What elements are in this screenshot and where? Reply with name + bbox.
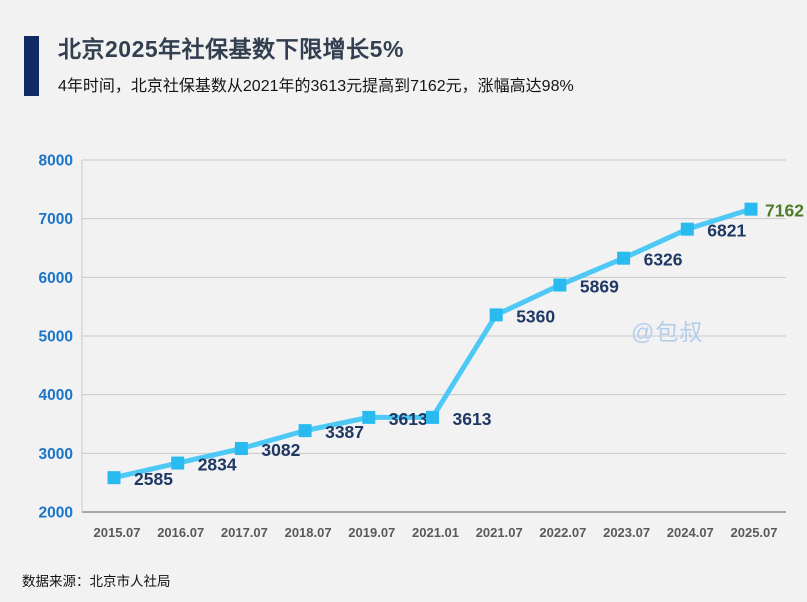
y-tick-label: 5000 [39,329,73,346]
y-tick-label: 6000 [39,270,73,287]
data-point-marker [617,251,631,265]
data-point-marker [298,424,312,438]
data-point-label: 3613 [453,409,492,429]
data-point-label: 3613 [389,409,428,429]
x-tick-label: 2025.07 [731,525,778,540]
x-tick-label: 2023.07 [603,525,650,540]
x-tick-label: 2018.07 [285,525,332,540]
y-tick-label: 7000 [39,211,73,228]
x-tick-label: 2024.07 [667,525,714,540]
x-tick-label: 2021.01 [412,525,459,540]
data-point-marker [362,410,376,424]
y-tick-label: 3000 [39,446,73,463]
x-tick-label: 2021.07 [476,525,523,540]
data-point-marker [234,442,248,456]
data-point-marker [744,202,758,216]
data-point-label: 3387 [325,422,364,442]
data-point-marker [680,222,694,236]
data-point-label: 6326 [644,250,683,270]
data-point-marker [426,410,439,424]
data-point-label: 5869 [580,277,619,297]
data-point-marker [171,456,185,470]
data-point-label: 3082 [261,440,300,460]
x-tick-label: 2015.07 [94,525,141,540]
x-tick-label: 2019.07 [348,525,395,540]
data-point-label: 5360 [516,306,555,326]
data-point-marker [553,278,567,292]
y-tick-label: 2000 [39,505,73,522]
data-point-label: 2834 [198,455,237,475]
data-point-label: 7162 [765,201,804,221]
data-point-marker [107,471,121,485]
data-source: 数据来源：北京市人社局 [22,574,171,589]
title-accent-bar [24,36,39,96]
data-point-label: 6821 [707,221,746,241]
y-tick-label: 8000 [39,153,73,170]
x-tick-label: 2016.07 [157,525,204,540]
x-tick-label: 2017.07 [221,525,268,540]
data-point-marker [489,308,503,322]
x-tick-label: 2022.07 [539,525,586,540]
data-point-label: 2585 [134,469,173,489]
page-subtitle: 4年时间，北京社保基数从2021年的3613元提高到7162元，涨幅高达98% [58,78,574,95]
y-tick-label: 4000 [39,387,73,404]
page-title: 北京2025年社保基数下限增长5% [58,36,404,62]
